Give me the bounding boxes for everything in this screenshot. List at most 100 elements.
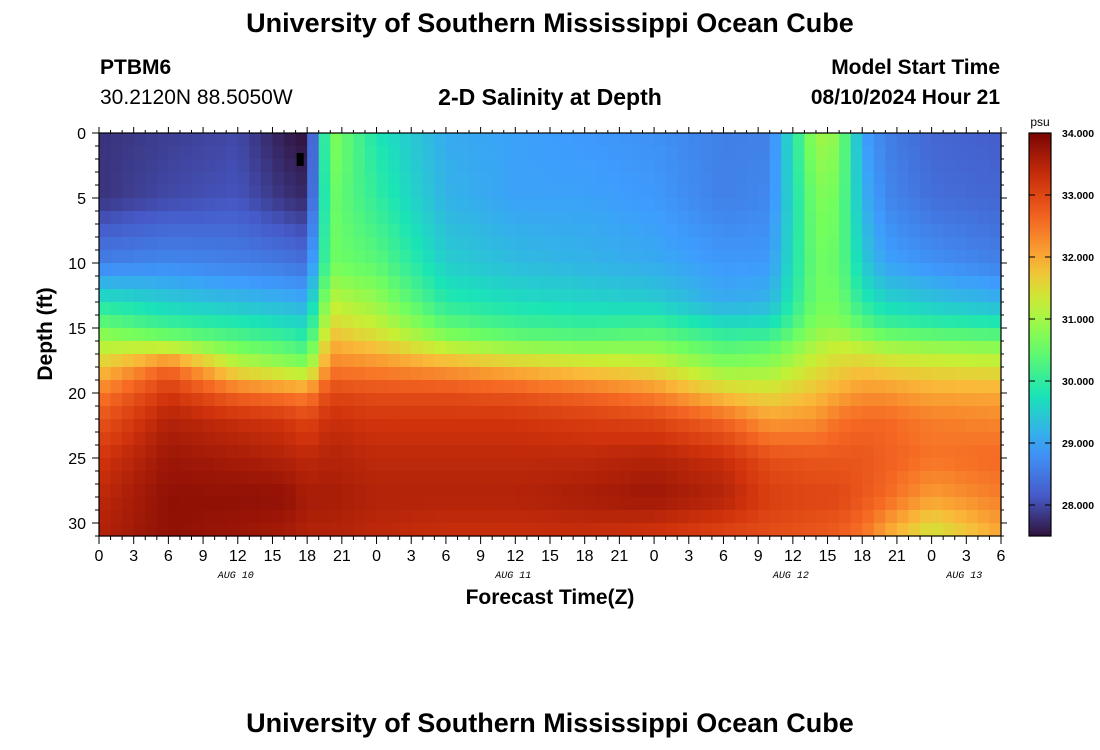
heatmap-cell [99, 302, 112, 316]
heatmap-cell [434, 250, 447, 264]
heatmap-cell [480, 224, 493, 238]
heatmap-cell [110, 354, 123, 368]
heatmap-cell [596, 289, 609, 303]
heatmap-cell [515, 419, 528, 433]
heatmap-cell [769, 211, 782, 225]
heatmap-cell [156, 341, 169, 355]
heatmap-cell [700, 146, 713, 160]
heatmap-cell [804, 341, 817, 355]
heatmap-cell [758, 224, 771, 238]
heatmap-cell [619, 432, 632, 446]
heatmap-cell [318, 471, 331, 485]
heatmap-cell [654, 237, 667, 251]
heatmap-cell [515, 289, 528, 303]
heatmap-cell [607, 263, 620, 277]
heatmap-cell [249, 263, 262, 277]
heatmap-cell [295, 198, 308, 212]
heatmap-cell [538, 172, 551, 186]
heatmap-cell [607, 406, 620, 420]
heatmap-cell [573, 497, 586, 511]
heatmap-cell [364, 510, 378, 524]
heatmap-cell [422, 159, 435, 173]
heatmap-cell [711, 523, 725, 537]
y-tick-label: 10 [68, 256, 86, 273]
heatmap-cell [746, 445, 759, 459]
heatmap-cell [122, 419, 135, 433]
heatmap-cell [573, 432, 586, 446]
heatmap-cell [746, 432, 759, 446]
heatmap-cell [469, 471, 482, 485]
heatmap-cell [977, 172, 991, 186]
heatmap-cell [642, 146, 655, 160]
x-tick-label: 0 [372, 548, 381, 565]
heatmap-cell [873, 185, 886, 199]
heatmap-cell [989, 458, 1002, 472]
heatmap-cell [526, 198, 540, 212]
heatmap-cell [630, 367, 644, 381]
heatmap-cell [758, 393, 771, 407]
heatmap-cell [746, 237, 759, 251]
heatmap-cell [110, 341, 123, 355]
heatmap-cell [827, 250, 840, 264]
heatmap-cell [896, 341, 910, 355]
heatmap-cell [977, 458, 991, 472]
heatmap-cell [457, 406, 470, 420]
heatmap-cell [815, 211, 829, 225]
x-axis: 0 3 6 9 12 15 18 21 0 3 6 9 12 15 18 21 0 3 6 9 12 15 18 21 0 3 6A… [95, 127, 1006, 582]
heatmap-cell [399, 354, 412, 368]
heatmap-cell [873, 133, 886, 147]
heatmap-cell [133, 523, 146, 537]
heatmap-cell [677, 172, 690, 186]
heatmap-cell [434, 172, 447, 186]
heatmap-cell [654, 211, 667, 225]
heatmap-cell [503, 250, 516, 264]
heatmap-cell [561, 393, 574, 407]
heatmap-cell [989, 146, 1002, 160]
heatmap-cell [827, 354, 840, 368]
heatmap-cell [723, 432, 736, 446]
heatmap-cell [989, 250, 1002, 264]
heatmap-cell [561, 406, 574, 420]
heatmap-cell [711, 393, 725, 407]
heatmap-cell [203, 328, 216, 342]
heatmap-cell [850, 354, 863, 368]
heatmap-cell [989, 380, 1002, 394]
heatmap-cell [156, 458, 169, 472]
heatmap-cell [156, 484, 169, 498]
heatmap-cell [168, 302, 181, 316]
heatmap-cell [122, 302, 135, 316]
heatmap-cell [260, 211, 274, 225]
heatmap-cell [515, 198, 528, 212]
heatmap-cell [642, 224, 655, 238]
heatmap-cell [376, 172, 389, 186]
heatmap-cell [203, 159, 216, 173]
heatmap-cell [561, 354, 574, 368]
date-label: AUG 12 [772, 571, 809, 582]
heatmap-cell [885, 276, 898, 290]
heatmap-cell [434, 354, 447, 368]
heatmap-cell [284, 250, 297, 264]
heatmap-cell [237, 237, 250, 251]
heatmap-cell [110, 211, 123, 225]
heatmap-cell [781, 315, 794, 329]
heatmap-cell [168, 419, 181, 433]
heatmap-cell [896, 419, 910, 433]
heatmap-cell [584, 367, 597, 381]
heatmap-cell [550, 276, 563, 290]
heatmap-cell [769, 419, 782, 433]
heatmap-cell [457, 315, 470, 329]
heatmap-cell [781, 250, 794, 264]
heatmap-cell [665, 185, 678, 199]
heatmap-cell [133, 354, 146, 368]
heatmap-cell [318, 159, 331, 173]
heatmap-cell [665, 458, 678, 472]
heatmap-cell [850, 484, 863, 498]
heatmap-cell [711, 380, 725, 394]
heatmap-cell [422, 393, 435, 407]
heatmap-cell [295, 367, 308, 381]
heatmap-cell [318, 211, 331, 225]
heatmap-cell [665, 289, 678, 303]
heatmap-cell [133, 250, 146, 264]
heatmap-cell [434, 393, 447, 407]
heatmap-cell [931, 289, 944, 303]
